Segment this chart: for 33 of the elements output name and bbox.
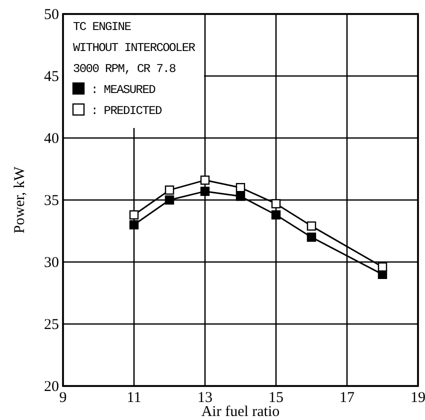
point <box>164 185 174 195</box>
y-tick-label: 20 <box>44 379 59 395</box>
point <box>271 199 281 208</box>
y-tick-label: 25 <box>44 317 59 333</box>
x-tick-label: 13 <box>198 390 212 406</box>
point <box>164 195 174 205</box>
x-tick-label: 19 <box>410 390 425 406</box>
y-tick-label: 30 <box>44 255 59 271</box>
y-axis-title: Power, kW <box>12 166 28 234</box>
point <box>236 183 246 192</box>
point <box>200 176 210 185</box>
y-tick-label: 35 <box>44 193 59 209</box>
x-tick-label: 17 <box>340 390 355 406</box>
legend-label: : PREDICTED <box>91 104 162 118</box>
x-axis-title: Air fuel ratio <box>201 404 280 420</box>
annotation: 3000 RPM, CR 7.8 <box>73 62 176 76</box>
y-tick-label: 45 <box>44 69 59 85</box>
point <box>129 210 139 220</box>
point <box>306 221 316 231</box>
y-tick-label: 40 <box>44 131 59 147</box>
annotation: WITHOUT INTERCOOLER <box>73 41 196 55</box>
x-tick-label: 15 <box>268 390 284 406</box>
x-tick-label: 9 <box>59 390 67 406</box>
point <box>271 210 281 220</box>
point <box>200 186 210 196</box>
x-tick-label: 11 <box>126 390 142 406</box>
legend-label: : MEASURED <box>91 83 156 97</box>
point <box>129 220 139 230</box>
annotation: TC ENGINE <box>73 20 132 34</box>
point <box>378 262 388 272</box>
point <box>236 192 246 201</box>
y-tick-label: 50 <box>44 7 59 23</box>
point <box>306 232 316 242</box>
